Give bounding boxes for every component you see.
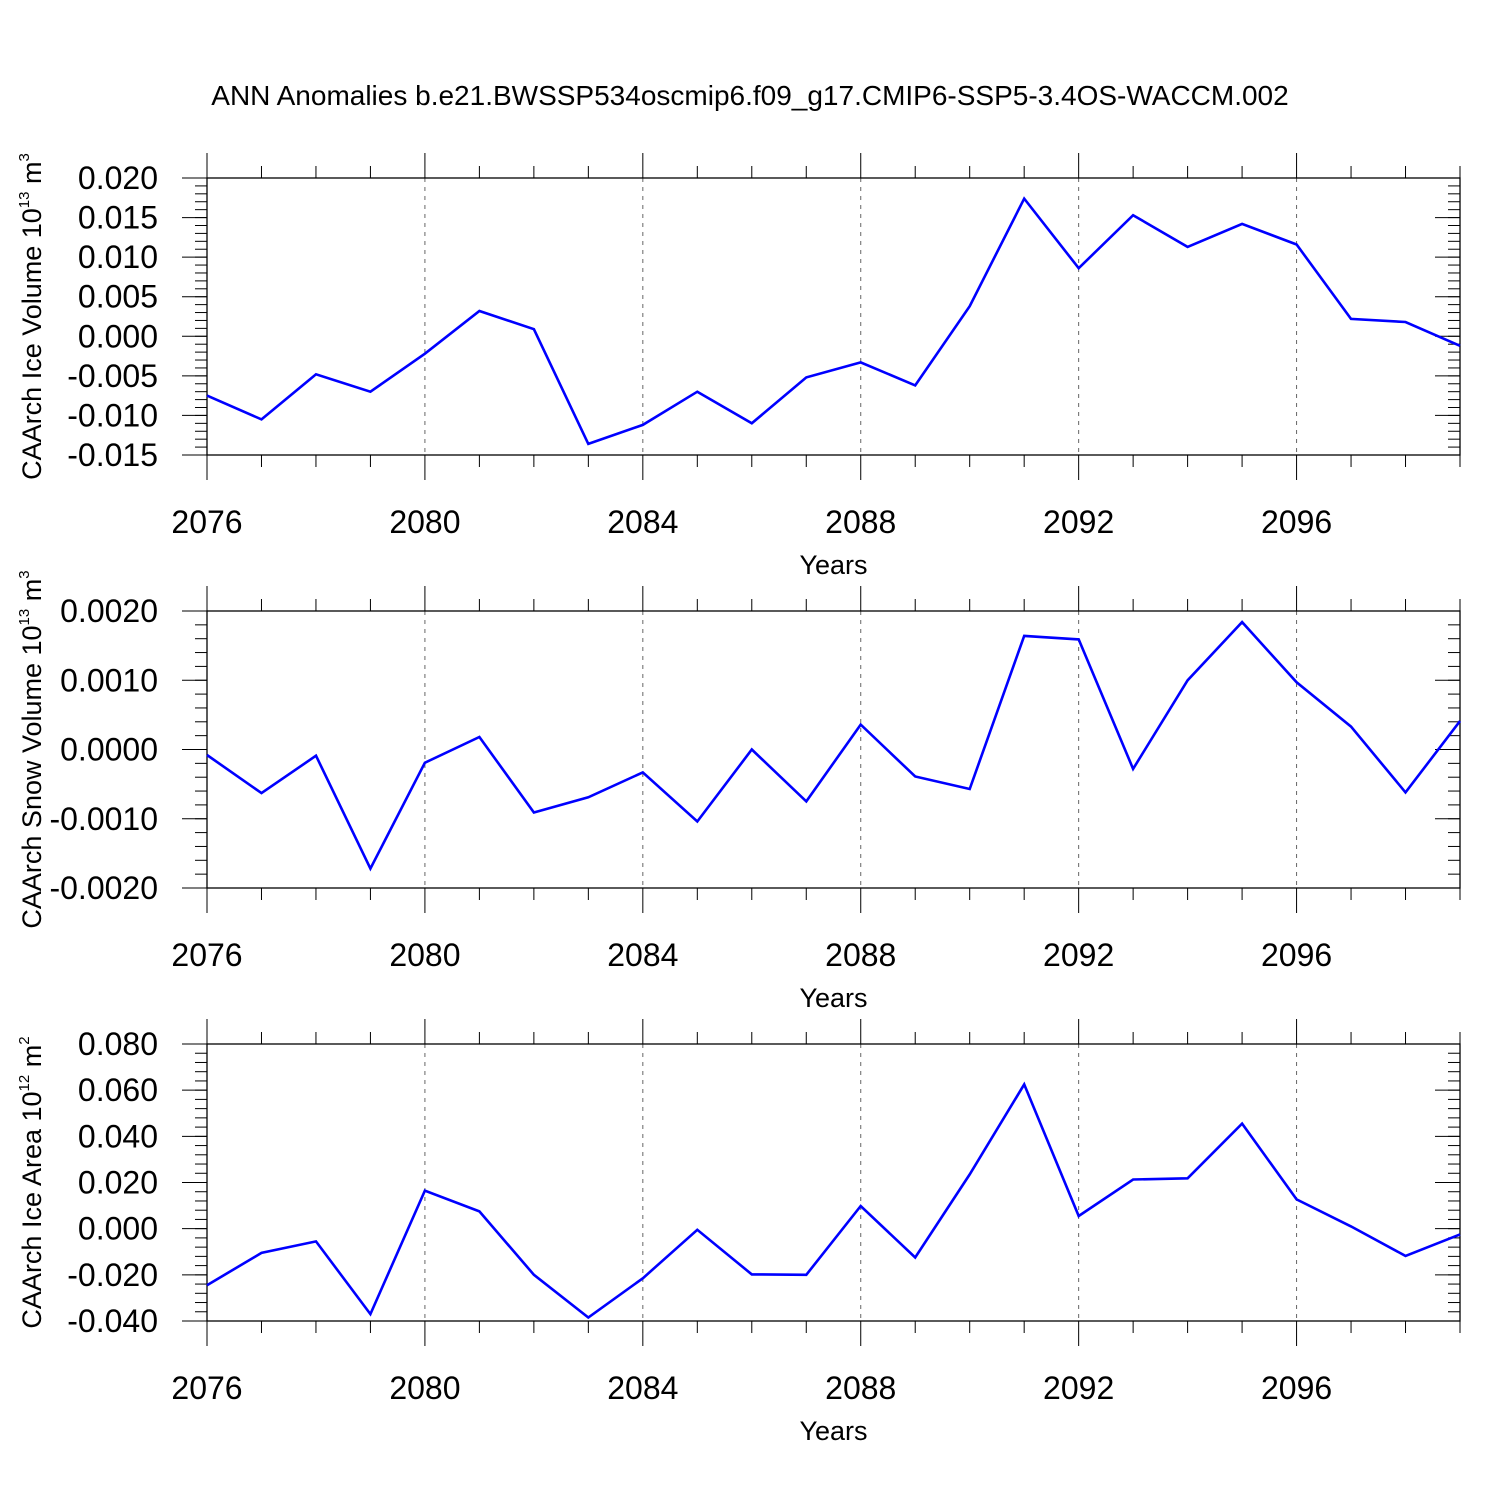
x-tick-label-2076: 2076 (171, 937, 242, 973)
x-tick-label-2076: 2076 (171, 1370, 242, 1406)
y-tick-label: -0.005 (67, 358, 158, 394)
x-tick-label-2084: 2084 (607, 1370, 678, 1406)
x-tick-label-2088: 2088 (825, 1370, 896, 1406)
y-tick-label: 0.040 (78, 1118, 158, 1154)
x-tick-label-2096: 2096 (1261, 1370, 1332, 1406)
x-axis-title: Years (799, 550, 867, 580)
y-axis-title: CAArch Ice Volume 1013 m3 (16, 153, 47, 480)
series-line (206, 196, 1461, 446)
x-tick-label-2092: 2092 (1043, 1370, 1114, 1406)
x-tick-label-2084: 2084 (607, 504, 678, 540)
panels: 2076 2080 2084 2088 2092 2096 Years -0.015 -0.01… (16, 153, 1462, 1446)
plot-frame (206, 610, 1461, 889)
y-tick-label: -0.0020 (49, 870, 158, 906)
y-tick-label: 0.0010 (60, 662, 158, 698)
x-axis-title: Years (799, 1416, 867, 1446)
y-tick-label: 0.0000 (60, 732, 158, 768)
x-tick-label-2080: 2080 (389, 504, 460, 540)
x-tick-label-2080: 2080 (389, 937, 460, 973)
y-tick-label: -0.0010 (49, 801, 158, 837)
x-tick-label-2092: 2092 (1043, 937, 1114, 973)
x-tick-label-2076: 2076 (171, 504, 242, 540)
y-tick-label: -0.010 (67, 397, 158, 433)
series-line (206, 620, 1462, 872)
y-axis-title: CAArch Ice Area 1012 m2 (16, 1036, 47, 1328)
y-tick-label: 0.020 (78, 1165, 158, 1201)
x-tick-label-2088: 2088 (825, 504, 896, 540)
y-tick-label: 0.010 (78, 239, 158, 275)
x-axis-title: Years (799, 983, 867, 1013)
panel-3: 2076 2080 2084 2088 2092 2096 Years -0.040 -0.02… (16, 1019, 1461, 1446)
figure-title: ANN Anomalies b.e21.BWSSP534oscmip6.f09_… (211, 80, 1288, 111)
y-tick-label: 0.060 (78, 1072, 158, 1108)
x-tick-label-2088: 2088 (825, 937, 896, 973)
panel-1: 2076 2080 2084 2088 2092 2096 Years -0.015 -0.01… (16, 153, 1461, 580)
x-tick-label-2084: 2084 (607, 937, 678, 973)
y-tick-label: 0.080 (78, 1026, 158, 1062)
x-tick-label-2096: 2096 (1261, 504, 1332, 540)
y-tick-label: 0.000 (78, 318, 158, 354)
y-tick-label: 0.015 (78, 200, 158, 236)
y-tick-label: 0.020 (78, 160, 158, 196)
plot-frame (206, 177, 1461, 456)
x-tick-label-2096: 2096 (1261, 937, 1332, 973)
x-tick-label-2080: 2080 (389, 1370, 460, 1406)
y-tick-label: 0.0020 (60, 593, 158, 629)
y-tick-label: 0.000 (78, 1211, 158, 1247)
panel-2: 2076 2080 2084 2088 2092 2096 Years -0.0020 -0.0… (16, 570, 1462, 1013)
y-tick-label: 0.005 (78, 279, 158, 315)
y-tick-label: -0.020 (67, 1257, 158, 1293)
y-tick-label: -0.015 (67, 437, 158, 473)
series-line (206, 1081, 1461, 1320)
x-tick-label-2092: 2092 (1043, 504, 1114, 540)
plot-frame (206, 1043, 1461, 1322)
y-axis-title: CAArch Snow Volume 1013 m3 (16, 570, 47, 928)
y-tick-label: -0.040 (67, 1303, 158, 1339)
